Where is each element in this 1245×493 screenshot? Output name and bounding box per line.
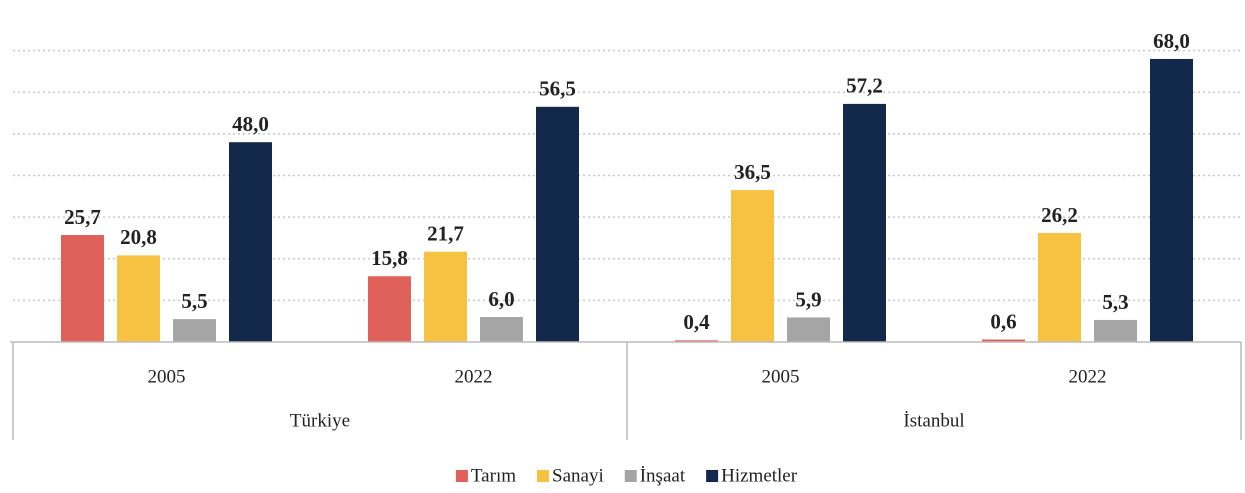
bar bbox=[843, 103, 886, 342]
bar bbox=[368, 276, 411, 342]
value-label: 56,5 bbox=[539, 77, 576, 101]
value-label: 68,0 bbox=[1153, 29, 1190, 53]
bar bbox=[1150, 58, 1193, 342]
bar bbox=[173, 319, 216, 342]
bar bbox=[982, 339, 1025, 342]
legend-swatch bbox=[706, 470, 719, 482]
legend-label: Sanayi bbox=[552, 465, 604, 486]
legend-swatch bbox=[455, 470, 468, 482]
value-label: 0,4 bbox=[683, 310, 710, 334]
value-label: 48,0 bbox=[232, 112, 269, 136]
bar bbox=[1038, 232, 1081, 342]
bar bbox=[1094, 319, 1137, 342]
value-label: 5,9 bbox=[795, 287, 821, 311]
group-label: Türkiye bbox=[290, 410, 350, 431]
value-label: 5,3 bbox=[1102, 290, 1128, 314]
bar bbox=[675, 340, 718, 342]
value-label: 36,5 bbox=[734, 160, 771, 184]
x-tick-label: 2005 bbox=[762, 366, 800, 387]
value-label: 21,7 bbox=[427, 221, 464, 245]
value-label: 5,5 bbox=[181, 289, 207, 313]
value-label: 15,8 bbox=[371, 246, 408, 270]
bar bbox=[787, 317, 830, 342]
bar bbox=[480, 317, 523, 342]
legend-swatch bbox=[624, 470, 637, 482]
x-tick-label: 2022 bbox=[455, 366, 493, 387]
x-tick-label: 2005 bbox=[148, 366, 186, 387]
legend-label: İnşaat bbox=[640, 465, 686, 486]
legend-label: Tarım bbox=[471, 465, 516, 486]
legend-label: Hizmetler bbox=[721, 465, 798, 486]
bar bbox=[61, 235, 104, 342]
bar bbox=[229, 142, 272, 342]
value-label: 57,2 bbox=[846, 74, 883, 98]
value-label: 25,7 bbox=[64, 205, 101, 229]
value-label: 26,2 bbox=[1041, 203, 1078, 227]
value-label: 0,6 bbox=[990, 309, 1016, 333]
bar bbox=[536, 106, 579, 342]
bar bbox=[424, 251, 467, 342]
bar bbox=[731, 190, 774, 342]
group-label: İstanbul bbox=[903, 410, 964, 431]
legend-swatch bbox=[537, 470, 550, 482]
value-label: 20,8 bbox=[120, 225, 157, 249]
value-label: 6,0 bbox=[488, 287, 514, 311]
x-tick-label: 2022 bbox=[1069, 366, 1107, 387]
bar bbox=[117, 255, 160, 342]
